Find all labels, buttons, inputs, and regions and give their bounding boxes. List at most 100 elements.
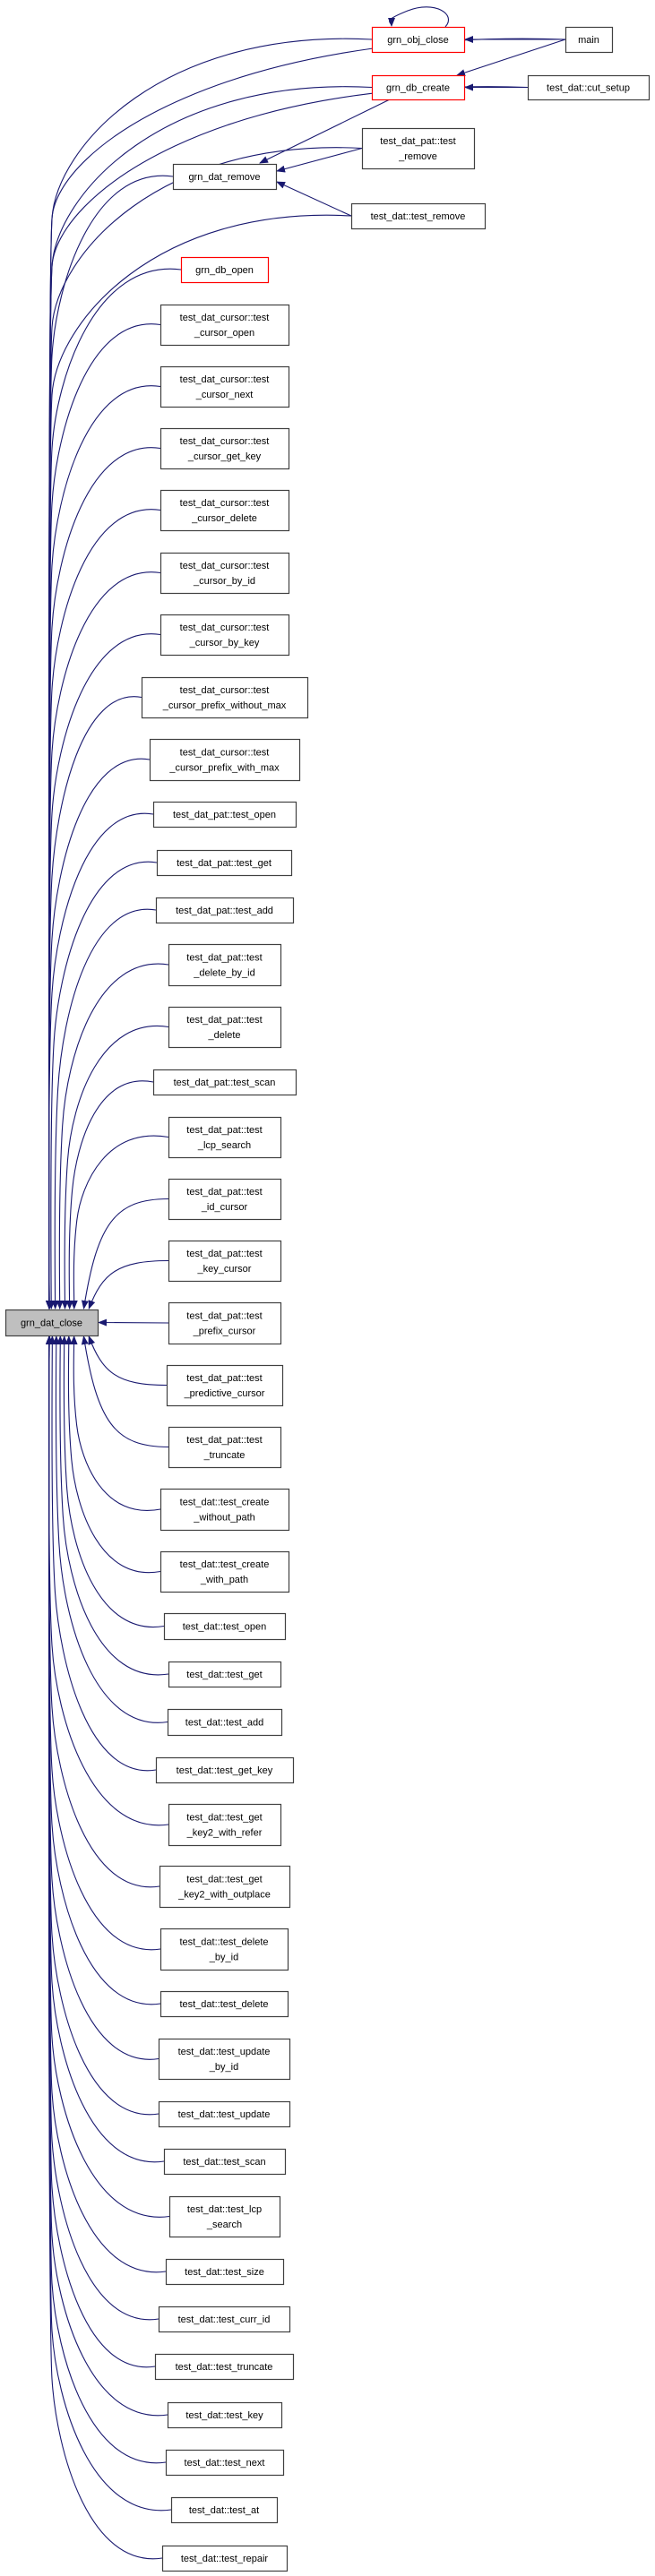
node-p1[interactable]: test_dat_pat::test_open bbox=[152, 801, 297, 829]
edge-d6-to-grn_dat_close bbox=[48, 1335, 157, 1772]
node-label: _predictive_cursor bbox=[184, 1388, 265, 1399]
node-box bbox=[166, 1364, 284, 1407]
node-c5[interactable]: test_dat_cursor::test_cursor_by_id bbox=[159, 552, 290, 595]
node-c7[interactable]: test_dat_cursor::test_cursor_prefix_with… bbox=[141, 676, 309, 719]
node-d3[interactable]: test_dat::test_open bbox=[163, 1612, 287, 1641]
node-td_test_remove[interactable]: test_dat::test_remove bbox=[350, 202, 487, 230]
node-d4[interactable]: test_dat::test_get bbox=[168, 1661, 282, 1688]
node-grn_db_create[interactable]: grn_db_create bbox=[371, 74, 466, 101]
node-p5[interactable]: test_dat_pat::test_delete bbox=[168, 1006, 282, 1049]
node-label: _truncate bbox=[203, 1450, 246, 1461]
edge-d13-to-grn_dat_close bbox=[45, 1335, 165, 2163]
edge-grn_db_create-to-grn_dat_remove bbox=[259, 99, 391, 164]
node-box bbox=[158, 2100, 291, 2128]
node-d2[interactable]: test_dat::test_create_with_path bbox=[159, 1550, 290, 1593]
edges bbox=[45, 6, 566, 2560]
node-c1[interactable]: test_dat_cursor::test_cursor_open bbox=[159, 304, 290, 347]
node-p7[interactable]: test_dat_pat::test_lcp_search bbox=[168, 1116, 282, 1159]
node-label: test_dat::test_curr_id bbox=[178, 2314, 271, 2325]
node-d5[interactable]: test_dat::test_add bbox=[167, 1708, 283, 1737]
node-d9[interactable]: test_dat::test_delete_by_id bbox=[159, 1928, 289, 1971]
node-box bbox=[167, 2401, 283, 2429]
edge-p8-to-grn_dat_close bbox=[81, 1198, 169, 1309]
node-label: test_dat_cursor::test bbox=[180, 436, 270, 447]
node-p2[interactable]: test_dat_pat::test_get bbox=[156, 849, 293, 877]
edge-main-to-grn_dat_close bbox=[45, 38, 566, 1309]
node-d21[interactable]: test_dat::test_repair bbox=[161, 2545, 289, 2572]
node-box bbox=[159, 552, 290, 595]
node-label: test_dat_cursor::test bbox=[180, 313, 270, 323]
edge-d17-to-grn_dat_close bbox=[45, 1335, 156, 2368]
edge-c1-to-grn_dat_close bbox=[45, 323, 161, 1309]
edge-p1-to-grn_dat_close bbox=[45, 812, 154, 1309]
node-d8[interactable]: test_dat::test_get_key2_with_outplace bbox=[159, 1865, 291, 1909]
node-d12[interactable]: test_dat::test_update bbox=[158, 2100, 291, 2128]
node-d20[interactable]: test_dat::test_at bbox=[170, 2496, 279, 2524]
node-main[interactable]: main bbox=[565, 26, 614, 54]
node-box bbox=[159, 489, 290, 532]
edge-p9-to-grn_dat_close bbox=[88, 1259, 169, 1309]
node-box bbox=[168, 2195, 281, 2238]
node-box bbox=[159, 304, 290, 347]
edge-td_test_remove-to-grn_dat_remove bbox=[276, 181, 352, 217]
node-label: _cursor_get_key bbox=[187, 451, 262, 462]
node-cut_setup[interactable]: test_dat::cut_setup bbox=[527, 74, 651, 101]
node-d18[interactable]: test_dat::test_key bbox=[167, 2401, 283, 2429]
node-box bbox=[159, 1865, 291, 1909]
node-p12[interactable]: test_dat_pat::test_truncate bbox=[168, 1426, 282, 1469]
node-grn_dat_close[interactable]: grn_dat_close bbox=[4, 1309, 99, 1337]
node-p4[interactable]: test_dat_pat::test_delete_by_id bbox=[168, 943, 282, 987]
node-d6[interactable]: test_dat::test_get_key bbox=[155, 1756, 295, 1784]
node-p6[interactable]: test_dat_pat::test_scan bbox=[152, 1069, 297, 1096]
node-box bbox=[565, 26, 614, 54]
node-box bbox=[371, 74, 466, 101]
node-d17[interactable]: test_dat::test_truncate bbox=[154, 2353, 295, 2381]
node-label: grn_obj_close bbox=[387, 35, 449, 46]
node-d1[interactable]: test_dat::test_create_without_path bbox=[159, 1488, 290, 1532]
node-d15[interactable]: test_dat::test_size bbox=[165, 2258, 285, 2286]
node-d13[interactable]: test_dat::test_scan bbox=[163, 2148, 287, 2176]
node-box bbox=[361, 127, 476, 170]
node-label: test_dat::test_update bbox=[178, 2047, 271, 2057]
node-box bbox=[159, 1928, 289, 1971]
node-label: test_dat::test_get bbox=[186, 1670, 262, 1680]
node-label: grn_dat_remove bbox=[188, 172, 260, 183]
node-p3[interactable]: test_dat_pat::test_add bbox=[155, 897, 295, 924]
node-p11[interactable]: test_dat_pat::test_predictive_cursor bbox=[166, 1364, 284, 1407]
node-d10[interactable]: test_dat::test_delete bbox=[159, 1990, 289, 2018]
node-label: test_dat_pat::test bbox=[186, 1015, 262, 1026]
node-p10[interactable]: test_dat_pat::test_prefix_cursor bbox=[168, 1301, 282, 1345]
node-tdp_test_remove[interactable]: test_dat_pat::test_remove bbox=[361, 127, 476, 170]
node-box bbox=[168, 1116, 282, 1159]
node-label: _remove bbox=[398, 151, 437, 162]
node-d11[interactable]: test_dat::test_update_by_id bbox=[158, 2038, 291, 2081]
node-label: test_dat::test_get bbox=[186, 1875, 262, 1885]
node-c3[interactable]: test_dat_cursor::test_cursor_get_key bbox=[159, 427, 290, 470]
edge-p5-to-grn_dat_close bbox=[61, 1025, 169, 1309]
node-label: grn_db_create bbox=[386, 83, 450, 94]
node-d16[interactable]: test_dat::test_curr_id bbox=[158, 2306, 291, 2333]
node-box bbox=[159, 427, 290, 470]
node-d7[interactable]: test_dat::test_get_key2_with_refer bbox=[168, 1803, 282, 1847]
node-c2[interactable]: test_dat_cursor::test_cursor_next bbox=[159, 365, 290, 408]
node-box bbox=[159, 365, 290, 408]
node-d14[interactable]: test_dat::test_lcp_search bbox=[168, 2195, 281, 2238]
node-p8[interactable]: test_dat_pat::test_id_cursor bbox=[168, 1178, 282, 1221]
node-label: _id_cursor bbox=[201, 1202, 248, 1213]
node-grn_db_open[interactable]: grn_db_open bbox=[180, 256, 270, 284]
node-label: test_dat_pat::test_add bbox=[176, 906, 273, 916]
node-c8[interactable]: test_dat_cursor::test_cursor_prefix_with… bbox=[149, 738, 301, 782]
node-label: _without_path bbox=[193, 1513, 255, 1524]
node-box bbox=[168, 1803, 282, 1847]
edge-grn_obj_close-to-grn_obj_close bbox=[387, 6, 450, 28]
node-d19[interactable]: test_dat::test_next bbox=[165, 2449, 285, 2477]
node-label: test_dat_pat::test bbox=[186, 1373, 262, 1384]
node-label: test_dat::test_next bbox=[185, 2458, 265, 2469]
node-grn_dat_remove[interactable]: grn_dat_remove bbox=[172, 163, 278, 191]
node-grn_obj_close[interactable]: grn_obj_close bbox=[371, 26, 466, 54]
node-label: test_dat::test_lcp bbox=[187, 2204, 262, 2215]
node-c6[interactable]: test_dat_cursor::test_cursor_by_key bbox=[159, 614, 290, 657]
node-p9[interactable]: test_dat_pat::test_key_cursor bbox=[168, 1240, 282, 1283]
node-c4[interactable]: test_dat_cursor::test_cursor_delete bbox=[159, 489, 290, 532]
